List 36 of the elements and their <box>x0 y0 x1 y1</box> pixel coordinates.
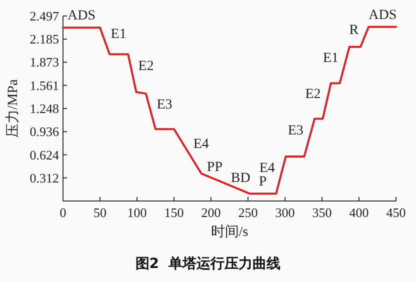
annotation: E1 <box>110 26 126 42</box>
annotation: P <box>258 174 267 190</box>
annotation: ADS <box>67 8 96 24</box>
annotation: E3 <box>288 124 304 139</box>
x-tick-label: 150 <box>164 205 184 220</box>
y-tick-label: 1.248 <box>30 101 59 116</box>
annotation: R <box>349 22 360 38</box>
annotation: E3 <box>156 97 172 112</box>
x-tick-label: 200 <box>201 205 221 220</box>
annotation: E1 <box>323 51 339 66</box>
line-series <box>62 26 397 195</box>
y-tick-label: 2.497 <box>30 8 60 24</box>
x-tick-label: 250 <box>238 205 258 220</box>
x-tick-label: 50 <box>94 205 106 220</box>
y-tick-label: 0.624 <box>30 147 60 162</box>
x-axis-title: 时间/s <box>210 224 248 240</box>
y-tick-label: 2.185 <box>30 32 59 47</box>
annotation: E4 <box>193 136 209 152</box>
y-tick-label: 0.936 <box>30 124 60 140</box>
y-axis-title: 压力/MPa <box>5 78 21 138</box>
y-tick-label: 1.561 <box>30 78 59 93</box>
x-tick-label: 100 <box>127 205 147 220</box>
y-tick-label: 0.312 <box>30 170 59 186</box>
annotation: BD <box>230 170 250 186</box>
x-tick-label: 300 <box>275 205 295 220</box>
y-tick-label: 1.873 <box>30 54 59 70</box>
annotation: E2 <box>138 59 154 74</box>
annotation: E2 <box>305 86 321 102</box>
annotation: ADS <box>368 8 397 23</box>
x-tick-label: 450 <box>386 205 406 220</box>
annotation: E4 <box>259 161 275 176</box>
x-tick-label: 0 <box>60 205 66 220</box>
text: 图2 单塔运行压力曲线 <box>135 256 281 272</box>
annotation: PP <box>206 160 223 176</box>
x-tick-label: 400 <box>349 205 369 220</box>
x-tick-label: 350 <box>312 205 332 220</box>
